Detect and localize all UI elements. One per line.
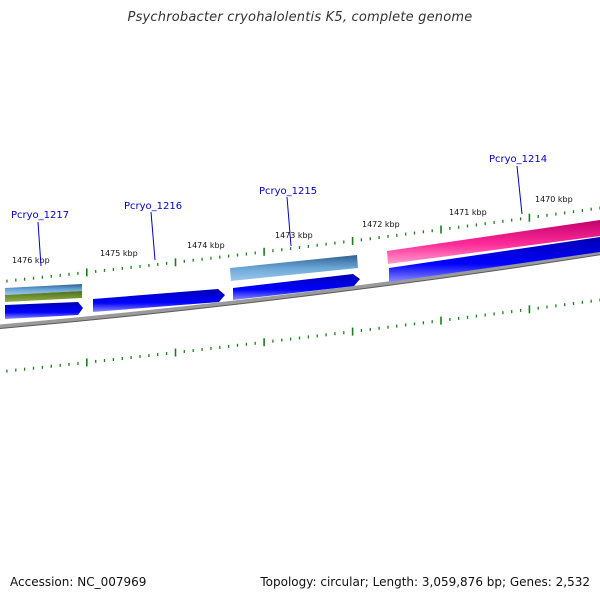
cds-arrow-1214[interactable]: [389, 237, 600, 282]
gene-label-1215[interactable]: Pcryo_1215: [259, 186, 317, 197]
leader-line-1215: [286, 196, 292, 247]
gene-bar-1217-blue[interactable]: [5, 284, 82, 295]
cds-arrow-1217[interactable]: [5, 302, 83, 319]
cds-track: [5, 237, 600, 319]
kbp-label-1472: 1472 kbp: [362, 220, 400, 229]
kbp-label-1470: 1470 kbp: [535, 195, 573, 204]
map-title: Psychrobacter cryohalolentis K5, complet…: [127, 10, 473, 25]
gene-bar-1214[interactable]: [387, 220, 600, 264]
kbp-label-1471: 1471 kbp: [449, 208, 487, 217]
genome-summary: Topology: circular; Length: 3,059,876 bp…: [260, 575, 590, 589]
leader-line-1217: [37, 221, 42, 267]
gene-track: [5, 220, 600, 302]
gene-label-1216[interactable]: Pcryo_1216: [124, 201, 182, 212]
genome-backbone-shadow: [0, 254, 600, 330]
kbp-label-1476: 1476 kbp: [12, 256, 50, 265]
kbp-label-1475: 1475 kbp: [100, 249, 138, 258]
leader-line-1214: [516, 165, 523, 215]
gene-label-1217[interactable]: Pcryo_1217: [11, 210, 69, 221]
cds-arrow-1216[interactable]: [93, 289, 225, 312]
upper-ruler: [6, 206, 600, 283]
kbp-label-1474: 1474 kbp: [187, 241, 225, 250]
gene-labels: Pcryo_1217 Pcryo_1216 Pcryo_1215 Pcryo_1…: [11, 154, 547, 267]
leader-line-1216: [150, 211, 156, 261]
lower-ruler: [6, 298, 600, 373]
kbp-labels: 1476 kbp 1475 kbp 1474 kbp 1473 kbp 1472…: [12, 195, 573, 265]
gene-bar-1215[interactable]: [230, 255, 358, 281]
genome-backbone: [0, 250, 600, 329]
gene-bar-1217-green[interactable]: [5, 291, 82, 302]
gene-label-1214[interactable]: Pcryo_1214: [489, 154, 547, 165]
kbp-label-1473: 1473 kbp: [275, 231, 313, 240]
cds-arrow-1215[interactable]: [233, 274, 360, 300]
accession-text: Accession: NC_007969: [10, 575, 147, 589]
